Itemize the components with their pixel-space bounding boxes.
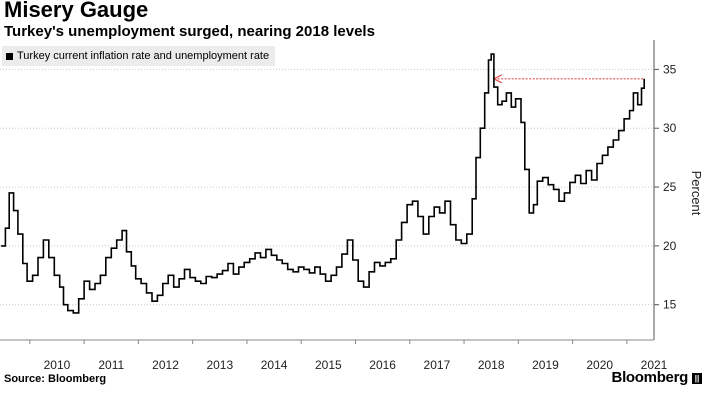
chart-legend: Turkey current inflation rate and unempl… (2, 46, 276, 66)
y-tick-label: 20 (663, 239, 677, 253)
legend-label: Turkey current inflation rate and unempl… (17, 50, 270, 62)
x-tick-label: 2015 (315, 358, 342, 372)
brand-mark-icon: || (692, 373, 702, 384)
x-tick-label: 2010 (44, 358, 71, 372)
annotation-arrow (492, 74, 644, 84)
y-tick-label: 35 (663, 62, 677, 76)
x-tick-label: 2016 (369, 358, 396, 372)
x-tick-label: 2013 (206, 358, 233, 372)
chart-title: Misery Gauge (4, 0, 149, 22)
y-tick-label: 25 (663, 180, 677, 194)
x-tick-label: 2018 (478, 358, 505, 372)
series-group (1, 53, 645, 314)
x-tick-labels: 2010 2011 2012 2013 2014 2015 2016 2017 2018 2019… (44, 358, 668, 372)
series-line (1, 53, 645, 314)
x-tick-label: 2011 (98, 358, 124, 372)
y-tick-labels: 15 20 25 30 35 (663, 62, 677, 311)
y-axis-label: Percent (689, 171, 704, 216)
legend-swatch-icon (6, 52, 13, 60)
x-tick-label: 2020 (586, 358, 613, 372)
grid-lines (0, 68, 654, 306)
source-note: Source: Bloomberg (4, 373, 107, 385)
x-tick-label: 2017 (424, 358, 451, 372)
x-tick-label: 2012 (152, 358, 179, 372)
x-tick-label: 2021 (641, 358, 668, 372)
x-tick-label: 2014 (261, 358, 288, 372)
y-tick-label: 15 (663, 298, 677, 312)
axes (0, 40, 659, 344)
x-tick-label: 2019 (532, 358, 559, 372)
y-tick-label: 30 (663, 121, 677, 135)
brand-logo: Bloomberg (611, 369, 689, 386)
chart-subtitle: Turkey's unemployment surged, nearing 20… (4, 23, 375, 40)
